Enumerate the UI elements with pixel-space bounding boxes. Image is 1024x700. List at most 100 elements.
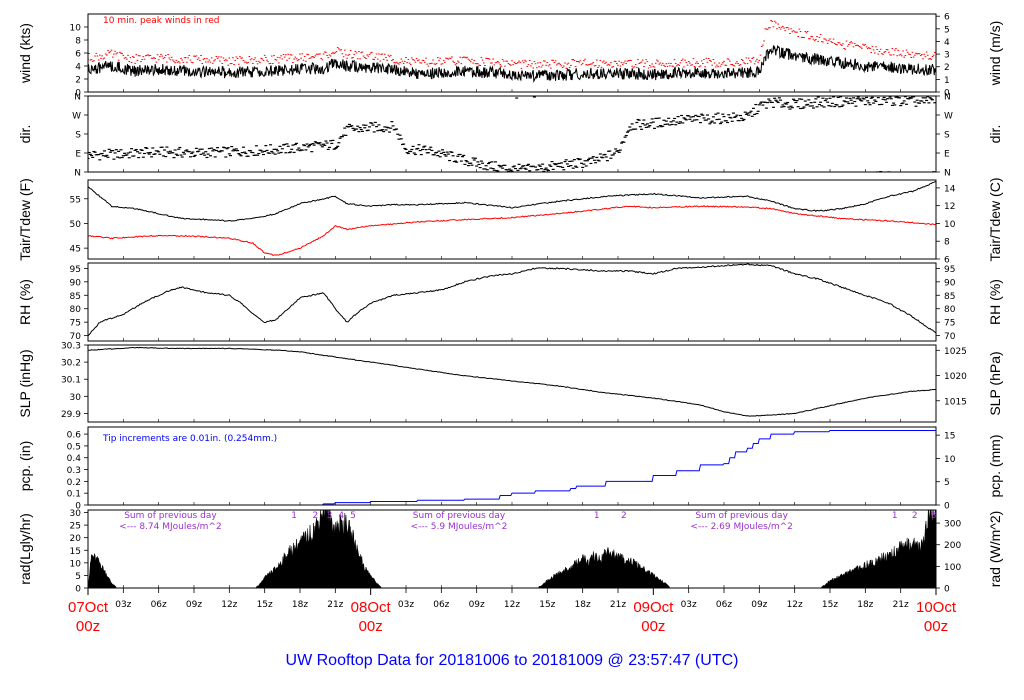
- panel-wind: 0 2 4 6 8 10 0 1 2 3 4 5 6 wind (kts) wind (m/s) 10 min…: [17, 13, 1003, 99]
- right-axis-label: dir.: [987, 125, 1003, 144]
- panel-rh: 70 75 80 85 90 95 70 75 80 85 90 95 RH (%) RH (%): [17, 262, 1003, 342]
- left-tick-label: 0.6: [67, 431, 82, 441]
- left-tick-label: 5: [75, 572, 81, 582]
- right-tick-label: 90: [944, 278, 956, 288]
- right-tick-label: 95: [944, 265, 955, 275]
- right-tick-label: 5: [944, 478, 950, 488]
- series-0-line: [88, 430, 936, 505]
- right-tick-label: 1025: [944, 347, 967, 357]
- left-tick-label: 8: [75, 37, 81, 47]
- series-0-line: [88, 44, 936, 83]
- right-tick-label: 3: [944, 51, 950, 61]
- right-tick-label: 5: [944, 25, 950, 35]
- left-tick-label: 15: [70, 547, 81, 557]
- left-axis-label: Tair/Tdew (F): [17, 178, 33, 260]
- right-axis-label: Tair/Tdew (C): [987, 177, 1003, 261]
- right-axis-label: wind (m/s): [987, 21, 1003, 87]
- series-0-line: [88, 263, 936, 337]
- left-tick-label: S: [75, 131, 81, 141]
- right-tick-label: 100: [944, 563, 961, 573]
- panel-data: [88, 346, 936, 417]
- left-tick-label: 0: [75, 89, 81, 99]
- right-tick-label: 0: [944, 502, 950, 512]
- right-tick-label: 75: [944, 319, 955, 329]
- series-1-line: [88, 205, 936, 256]
- left-tick-label: 4: [75, 63, 81, 73]
- left-tick-label: 45: [70, 245, 81, 255]
- right-tick-label: 6: [944, 256, 950, 266]
- left-tick-label: E: [75, 150, 81, 160]
- day-label-date: 08Oct: [351, 599, 392, 616]
- series-0-line: [88, 181, 936, 222]
- footer-title: UW Rooftop Data for 20181006 to 20181009…: [286, 652, 739, 669]
- left-tick-label: 30.2: [61, 359, 81, 369]
- right-axis-label: SLP (hPa): [987, 351, 1003, 415]
- radiation-area: [88, 510, 936, 588]
- left-tick-label: 0.4: [67, 454, 82, 464]
- time-tick-label: 03z: [681, 600, 697, 610]
- left-axis-label: wind (kts): [17, 23, 33, 84]
- left-axis-label: RH (%): [17, 279, 33, 325]
- right-tick-label: W: [944, 112, 953, 122]
- left-tick-label: 55: [70, 195, 81, 205]
- time-tick-label: 12z: [221, 600, 237, 610]
- day-label-time: 00z: [641, 618, 665, 635]
- right-tick-label: 8: [944, 238, 950, 248]
- day-label-time: 00z: [924, 618, 948, 635]
- left-axis-label: dir.: [17, 125, 33, 144]
- series-0-line: [88, 346, 936, 417]
- radiation-marker: 2: [912, 511, 918, 521]
- panel-annotation: 10 min. peak winds in red: [103, 16, 220, 26]
- radiation-marker: 5: [350, 511, 356, 521]
- right-tick-label: 80: [944, 305, 956, 315]
- right-tick-label: E: [944, 150, 950, 160]
- time-tick-label: 18z: [575, 600, 591, 610]
- time-tick-label: 12z: [787, 600, 803, 610]
- panel-data: [88, 96, 936, 172]
- left-tick-label: 0.3: [67, 466, 81, 476]
- left-tick-label: N: [74, 169, 81, 179]
- left-tick-label: 25: [70, 522, 81, 532]
- time-tick-label: 09z: [751, 600, 767, 610]
- radiation-marker: 3: [931, 511, 937, 521]
- panel-data: [88, 20, 936, 83]
- right-tick-label: 1: [944, 76, 950, 86]
- time-tick-label: 21z: [610, 600, 626, 610]
- panel-temp: 45 50 55 6 8 10 12 14 Tair/Tdew (F) Tair/Tdew (C): [17, 177, 1003, 265]
- time-tick-label: 21z: [893, 600, 909, 610]
- panel-slp: 29.9 30 30.1 30.2 30.3 1015 1020 1025 SLP (inHg)…: [17, 342, 1003, 423]
- right-tick-label: 4: [944, 38, 950, 48]
- left-tick-label: 10: [70, 559, 82, 569]
- time-tick-label: 15z: [539, 600, 555, 610]
- time-tick-label: 21z: [327, 600, 343, 610]
- radiation-marker: 1: [594, 511, 600, 521]
- right-tick-label: 70: [944, 332, 956, 342]
- right-axis-label: RH (%): [987, 279, 1003, 325]
- time-tick-label: 09z: [469, 600, 485, 610]
- time-tick-label: 03z: [115, 600, 131, 610]
- daily-sum-line2: <--- 8.74 MJoules/m^2: [119, 522, 221, 532]
- radiation-marker: 1: [892, 511, 898, 521]
- left-tick-label: 30: [70, 393, 82, 403]
- time-tick-label: 15z: [257, 600, 273, 610]
- left-tick-label: 0: [75, 585, 81, 595]
- right-tick-label: 1020: [944, 372, 967, 382]
- left-tick-label: 2: [75, 76, 81, 86]
- radiation-marker: 2: [621, 511, 627, 521]
- left-tick-label: 30: [70, 509, 82, 519]
- right-tick-label: 10: [944, 455, 956, 465]
- time-tick-label: 18z: [292, 600, 308, 610]
- time-tick-label: 09z: [186, 600, 202, 610]
- time-tick-label: 06z: [151, 600, 167, 610]
- left-tick-label: 30.1: [61, 376, 81, 386]
- time-tick-label: 12z: [504, 600, 520, 610]
- right-axis-label: pcp. (mm): [987, 435, 1003, 498]
- left-tick-label: N: [74, 93, 81, 103]
- right-tick-label: N: [944, 169, 951, 179]
- panel-data: [88, 263, 936, 337]
- daily-sum-line1: Sum of previous day: [413, 511, 506, 521]
- right-tick-label: 300: [944, 520, 961, 530]
